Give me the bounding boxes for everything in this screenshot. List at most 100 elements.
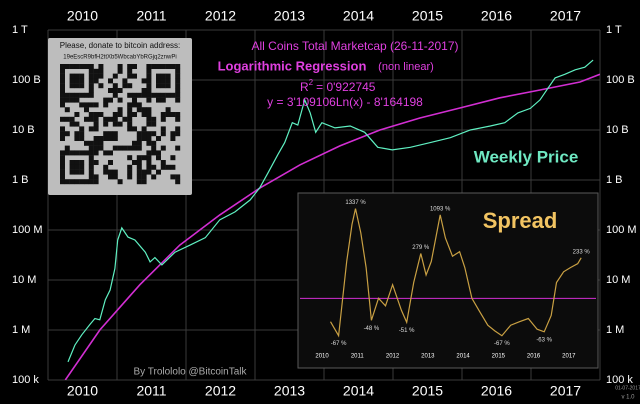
qr-module (146, 155, 152, 161)
qr-module (117, 121, 123, 127)
qr-module (160, 160, 166, 165)
qr-module (146, 169, 152, 175)
qr-module (160, 126, 166, 132)
qr-module (160, 64, 166, 69)
qr-module (74, 92, 80, 98)
qr-module (60, 126, 65, 132)
qr-module (69, 179, 75, 185)
qr-module (103, 150, 109, 156)
qr-module (88, 140, 94, 146)
qr-module (117, 88, 123, 93)
qr-module (103, 97, 109, 103)
qr-module (88, 160, 94, 165)
qr-module (98, 140, 104, 146)
qr-module (165, 78, 171, 84)
x-tick-label-bottom: 2016 (481, 383, 512, 399)
qr-module (170, 136, 176, 141)
qr-module (93, 160, 99, 165)
qr-module (79, 160, 85, 165)
qr-module (93, 102, 99, 108)
qr-module (84, 102, 89, 108)
qr-module (64, 107, 70, 113)
qr-module (74, 97, 80, 103)
qr-module (141, 92, 147, 98)
qr-module (132, 126, 137, 132)
qr-module (112, 92, 118, 98)
qr-module (108, 116, 113, 122)
qr-module (141, 112, 147, 117)
qr-module (79, 136, 85, 141)
qr-module (60, 64, 65, 69)
qr-module (165, 73, 171, 79)
qr-module (160, 97, 166, 103)
qr-module (108, 136, 113, 141)
qr-module (160, 78, 166, 84)
qr-module (117, 64, 123, 69)
y-tick-label-right: 100 k (606, 374, 633, 386)
inset-x-tick-label: 2015 (492, 354, 506, 360)
qr-module (170, 92, 176, 98)
qr-module (69, 150, 75, 156)
qr-module (88, 155, 94, 161)
qr-module (141, 126, 147, 132)
qr-module (141, 155, 147, 161)
qr-module (60, 169, 65, 175)
inset-chart: 2010 2011 2012 2013 2014 2015 2016 2017 1337 % 27… (297, 192, 599, 369)
annotation: 233 % (573, 249, 591, 255)
annotation: 1337 % (345, 200, 366, 206)
series-line (329, 208, 582, 338)
qr-module (88, 174, 94, 180)
qr-module (175, 97, 181, 103)
qr-module (146, 92, 152, 98)
qr-module (79, 179, 85, 185)
qr-module (156, 92, 161, 98)
qr-module (146, 78, 152, 84)
qr-module (74, 179, 80, 185)
qr-module (103, 121, 109, 127)
qr-module (108, 174, 113, 180)
r2-exponent: 2 (309, 78, 314, 87)
qr-module (127, 169, 133, 175)
qr-module (60, 164, 65, 170)
qr-module (127, 126, 133, 132)
qr-module (88, 88, 94, 93)
qr-module (170, 155, 176, 161)
qr-module (127, 83, 133, 89)
qr-module (84, 140, 89, 146)
qr-module (117, 68, 123, 74)
qr-module (103, 102, 109, 108)
subtitle: Logarithmic Regression (218, 58, 367, 73)
qr-module (98, 73, 104, 79)
qr-code (60, 64, 181, 185)
qr-module (74, 64, 80, 69)
y-tick-label-right: 100 M (606, 224, 637, 236)
qr-module (132, 112, 137, 117)
x-tick-label-top: 2016 (481, 8, 512, 24)
qr-module (146, 68, 152, 74)
qr-module (175, 112, 181, 117)
qr-module (175, 83, 181, 89)
qr-module (60, 136, 65, 141)
x-tick-label-bottom: 2010 (67, 383, 98, 399)
qr-module (175, 88, 181, 93)
annotation: -67 % (494, 341, 510, 347)
qr-module (79, 126, 85, 132)
qr-module (60, 102, 65, 108)
qr-module (108, 160, 113, 165)
qr-module (112, 121, 118, 127)
inset-x-tick-label: 2016 (527, 354, 541, 360)
qr-module (175, 116, 181, 122)
x-tick-label-top: 2011 (136, 8, 166, 24)
qr-module (64, 64, 70, 69)
qr-module (127, 92, 133, 98)
qr-module (84, 150, 89, 156)
regression-curve (64, 73, 600, 380)
qr-module (84, 64, 89, 69)
qr-module (79, 150, 85, 156)
qr-module (93, 174, 99, 180)
qr-module (84, 92, 89, 98)
qr-module (146, 112, 152, 117)
qr-module (136, 155, 142, 161)
qr-module (103, 164, 109, 170)
qr-module (98, 145, 104, 151)
